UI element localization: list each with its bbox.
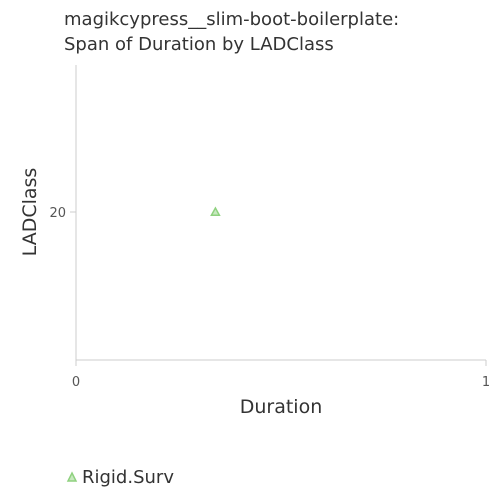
- data-point-triangle: [210, 206, 221, 216]
- y-axis: 20 LADClass: [19, 65, 77, 360]
- x-tick-label: 0: [72, 375, 80, 390]
- chart-title: magikcypress__slim-boot-boilerplate: Spa…: [64, 7, 399, 57]
- legend-label: Rigid.Surv: [82, 466, 174, 488]
- x-tick-label: 1: [482, 375, 490, 390]
- legend: Rigid.Surv: [66, 466, 174, 488]
- chart-title-line-1: magikcypress__slim-boot-boilerplate:: [64, 9, 400, 30]
- y-tick-label: 20: [49, 206, 66, 221]
- chart-title-line-2: Span of Duration by LADClass: [64, 34, 334, 55]
- data-points: [210, 206, 221, 216]
- x-axis: 0 1 Duration: [72, 359, 490, 418]
- y-axis-label: LADClass: [19, 168, 41, 257]
- x-axis-label: Duration: [240, 396, 323, 418]
- legend-triangle-icon: [66, 471, 78, 482]
